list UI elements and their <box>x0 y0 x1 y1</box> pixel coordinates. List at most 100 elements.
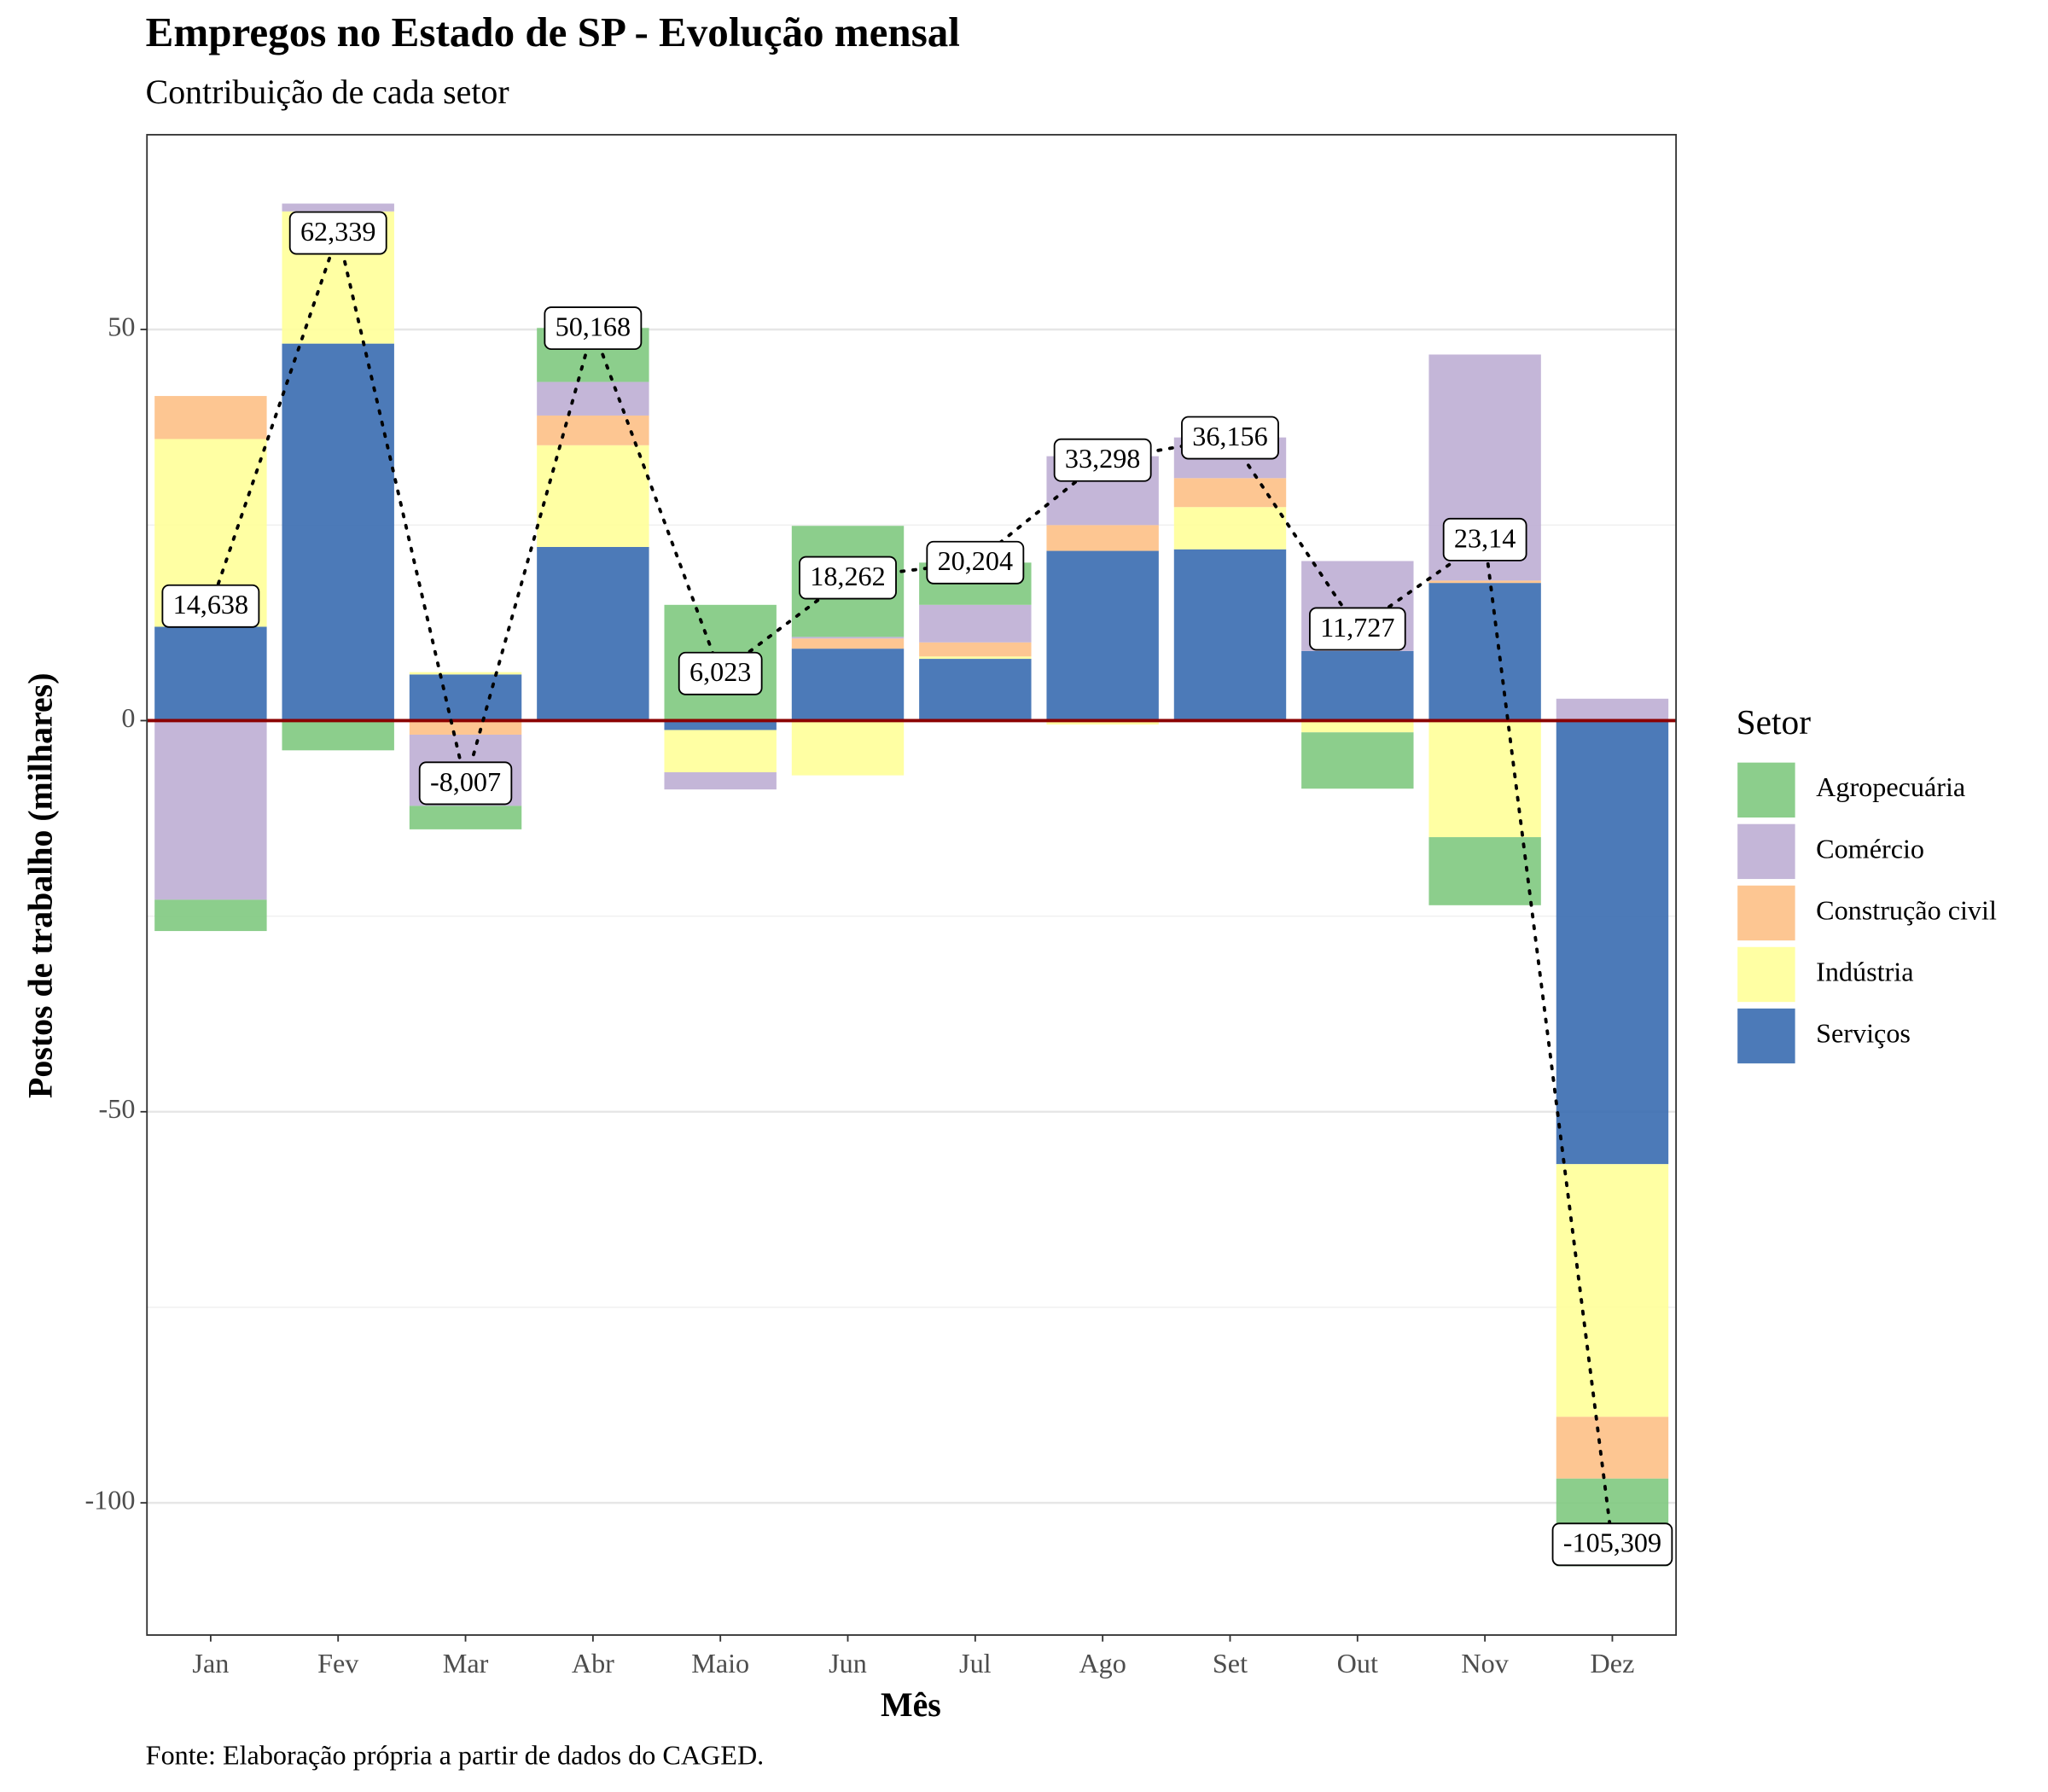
total-label-box <box>418 761 513 806</box>
bar-segment <box>282 720 394 751</box>
x-tick-label: Fev <box>317 1648 359 1679</box>
total-label: 36,156 <box>1192 421 1267 451</box>
caption: Fonte: Elaboração própria a partir de da… <box>146 1740 765 1771</box>
x-tick-label: Mar <box>443 1648 489 1679</box>
bar-segment <box>919 659 1032 721</box>
x-tick-label: Out <box>1337 1648 1378 1679</box>
total-label: 23,14 <box>1454 522 1516 553</box>
legend-key <box>1737 823 1795 880</box>
x-tick-label: Nov <box>1461 1648 1509 1679</box>
bar-segment <box>664 771 777 790</box>
total-label: 11,727 <box>1320 612 1394 643</box>
plot-border <box>146 133 1678 1636</box>
total-label-box <box>1181 416 1279 460</box>
bar-segment <box>1556 1417 1669 1479</box>
bar-segment <box>537 445 649 547</box>
bar-segment <box>154 626 267 721</box>
total-label-box <box>1308 607 1406 651</box>
legend-key <box>1737 946 1795 1003</box>
bar-segment <box>1556 698 1669 721</box>
total-label: -105,309 <box>1563 1527 1661 1558</box>
y-tick-label: 0 <box>121 702 135 733</box>
total-label-box <box>926 540 1025 585</box>
x-tick-label: Dez <box>1591 1648 1635 1679</box>
y-tick-label: -50 <box>99 1093 136 1124</box>
bar-segment <box>409 806 522 829</box>
bar-segment <box>664 730 777 772</box>
total-label: -8,007 <box>430 766 501 797</box>
bar-segment <box>154 899 267 932</box>
total-label: 50,168 <box>556 311 631 342</box>
bar-segment <box>1428 837 1541 905</box>
bar-segment <box>1046 550 1159 721</box>
bar-segment <box>664 720 777 730</box>
x-tick-label: Abr <box>572 1648 614 1679</box>
bar-segment <box>154 396 267 439</box>
bar-segment <box>537 381 649 416</box>
bar-segment <box>1428 720 1541 838</box>
bar-segment <box>1046 525 1159 551</box>
total-label-box <box>799 556 897 600</box>
bar-segment <box>537 546 649 721</box>
x-tick-label: Ago <box>1079 1648 1126 1679</box>
x-axis-title: Mês <box>881 1685 941 1724</box>
total-label-box <box>161 584 260 628</box>
bar-segment <box>1556 1164 1669 1417</box>
bar-segment <box>919 656 1032 660</box>
legend-label: Indústria <box>1816 956 1913 986</box>
bar-segment <box>1173 507 1287 550</box>
bar-segment <box>409 720 522 735</box>
x-tick-label: Maio <box>691 1648 749 1679</box>
total-label: 18,262 <box>810 561 885 591</box>
x-tick-label: Jun <box>829 1648 867 1679</box>
bar-segment <box>1046 720 1159 725</box>
bar-segment <box>1556 720 1669 1165</box>
total-label: 33,298 <box>1065 443 1140 474</box>
bar-segment <box>919 642 1032 657</box>
bar-segment <box>409 674 522 721</box>
bar-segment <box>919 604 1032 643</box>
total-label: 14,638 <box>173 589 248 620</box>
total-label: 6,023 <box>689 656 751 687</box>
legend-label: Serviços <box>1816 1017 1911 1048</box>
total-label-box <box>288 211 387 255</box>
legend-label: Agropecuária <box>1816 771 1965 802</box>
bar-segment <box>1173 478 1287 508</box>
total-label-box <box>1551 1522 1673 1567</box>
bar-segment <box>791 637 905 639</box>
bar-segment <box>537 415 649 445</box>
legend-label: Comércio <box>1816 833 1924 864</box>
legend-label: Construção civil <box>1816 894 1997 925</box>
bar-segment <box>282 203 394 212</box>
bar-segment <box>282 343 394 721</box>
total-label-box <box>544 306 643 351</box>
x-tick-label: Set <box>1213 1648 1248 1679</box>
total-label-box <box>678 651 763 695</box>
x-tick-label: Jan <box>192 1648 229 1679</box>
legend-key <box>1737 885 1795 941</box>
legend-key <box>1737 1008 1795 1064</box>
bar-segment <box>1428 580 1541 584</box>
bar-segment <box>1301 720 1414 733</box>
bar-segment <box>791 638 905 649</box>
total-label: 20,204 <box>938 545 1013 576</box>
bar-segment <box>1173 549 1287 721</box>
total-label: 62,339 <box>300 216 375 247</box>
y-tick-label: -100 <box>84 1485 135 1516</box>
bar-segment <box>1428 583 1541 721</box>
x-tick-label: Jul <box>959 1648 992 1679</box>
total-label-box <box>1442 517 1527 561</box>
bar-segment <box>1301 650 1414 721</box>
legend-key <box>1737 762 1795 818</box>
y-axis-title: Postos de trabalho (milhares) <box>20 673 59 1098</box>
bar-segment <box>154 720 267 900</box>
legend-title: Setor <box>1737 702 1812 742</box>
chart-title: Empregos no Estado de SP - Evolução mens… <box>146 9 960 55</box>
bar-segment <box>791 720 905 776</box>
bar-segment <box>409 672 522 675</box>
chart-subtitle: Contribuição de cada setor <box>146 73 509 111</box>
bar-segment <box>791 649 905 721</box>
bar-segment <box>1301 732 1414 789</box>
